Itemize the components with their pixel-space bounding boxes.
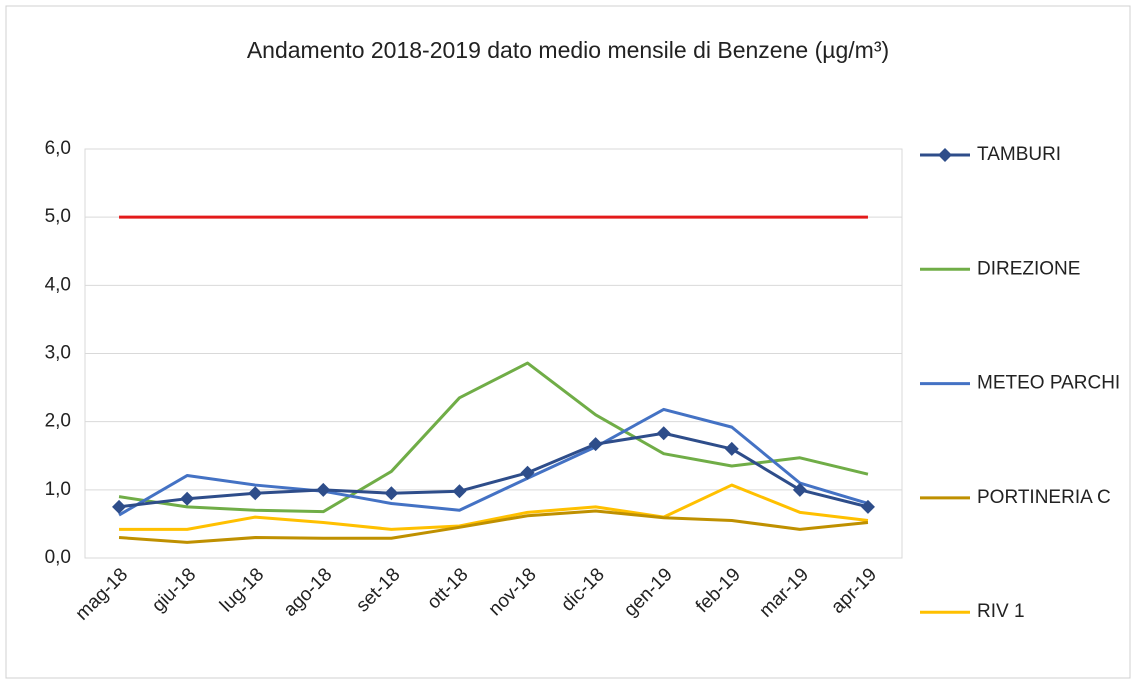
- data-point: [520, 465, 535, 480]
- y-tick-label: 0,0: [45, 547, 71, 568]
- legend-label: TAMBURI: [977, 144, 1061, 165]
- series-line: [118, 509, 869, 544]
- series-line: [119, 483, 869, 531]
- y-tick-label: 4,0: [45, 274, 71, 295]
- data-point: [248, 486, 263, 501]
- legend-marker: [938, 148, 952, 162]
- data-point: [180, 491, 195, 506]
- data-point: [316, 482, 331, 497]
- data-point: [724, 441, 739, 456]
- y-tick-label: 1,0: [45, 479, 71, 500]
- data-point: [656, 426, 671, 441]
- data-point: [860, 499, 875, 514]
- series-line: [118, 407, 869, 517]
- y-tick-label: 3,0: [45, 343, 71, 364]
- plot-border: [84, 148, 903, 559]
- chart-title: Andamento 2018-2019 dato medio mensile d…: [247, 37, 889, 63]
- legend-label: PORTINERIA C: [977, 487, 1111, 508]
- data-point: [384, 486, 399, 501]
- y-tick-label: 5,0: [45, 206, 71, 227]
- series-line: [118, 361, 869, 514]
- legend-label: METEO PARCHI: [977, 373, 1120, 394]
- data-point: [112, 499, 127, 514]
- data-point: [452, 484, 467, 499]
- chart-frame: [5, 5, 1131, 679]
- data-point: [792, 482, 807, 497]
- series-line: [118, 431, 869, 509]
- legend-label: RIV 1: [977, 601, 1025, 622]
- legend-label: DIREZIONE: [977, 258, 1080, 279]
- y-tick-label: 2,0: [45, 411, 71, 432]
- y-tick-label: 6,0: [45, 138, 71, 159]
- data-point: [588, 437, 603, 452]
